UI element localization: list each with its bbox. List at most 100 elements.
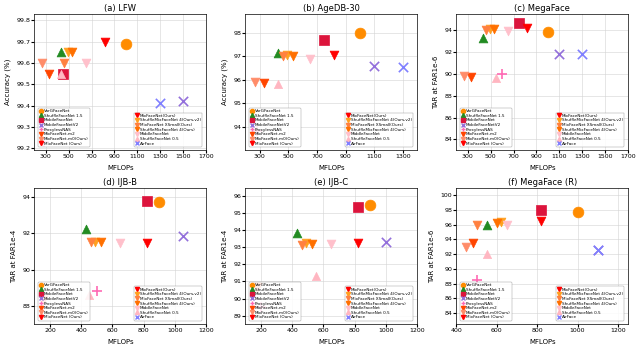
Title: (b) AgeDB-30: (b) AgeDB-30 [303, 4, 360, 13]
Point [355, 30, 365, 36]
Point [472, 277, 482, 283]
Point [492, 220, 502, 226]
Point [282, 52, 292, 58]
Point [141, 199, 152, 204]
Point [522, 25, 532, 30]
Point [593, 247, 603, 253]
X-axis label: MFLOPs: MFLOPs [107, 165, 134, 171]
Point [58, 71, 68, 76]
Point [481, 222, 492, 228]
Point [97, 239, 107, 245]
Point [287, 53, 298, 59]
Title: (d) IJB-B: (d) IJB-B [103, 178, 137, 187]
Y-axis label: TAR at FAR1e-6: TAR at FAR1e-6 [433, 55, 438, 109]
Point [381, 239, 391, 245]
Point [56, 71, 66, 76]
Point [44, 71, 54, 76]
Point [503, 28, 513, 34]
Y-axis label: Accuracy (%): Accuracy (%) [221, 59, 228, 105]
Point [155, 101, 165, 106]
Point [497, 71, 508, 77]
Point [154, 200, 164, 205]
Point [492, 75, 502, 81]
Point [577, 52, 588, 57]
Point [216, 233, 227, 239]
Y-axis label: Accuracy (%): Accuracy (%) [4, 59, 11, 105]
Point [100, 39, 111, 44]
Point [292, 230, 302, 236]
Point [259, 81, 269, 86]
Point [273, 82, 284, 87]
Title: (f) MegaFace (R): (f) MegaFace (R) [508, 178, 577, 187]
Point [90, 239, 100, 245]
Point [502, 222, 512, 228]
Point [121, 41, 131, 46]
Point [141, 240, 152, 246]
Point [81, 60, 91, 66]
Point [326, 241, 337, 247]
Point [472, 222, 482, 228]
Legend: MixFaceNet(Ours), ShuffleMixFaceNet 4(Ours,v2), MixFaceNet XSmall(Ours), Shuffle: MixFaceNet(Ours), ShuffleMixFaceNet 4(Ou… [346, 113, 413, 147]
Point [461, 244, 472, 250]
Point [67, 50, 77, 55]
Point [301, 240, 311, 246]
X-axis label: MFLOPs: MFLOPs [318, 165, 344, 171]
Legend: MixFaceNet(Ours), ShuffleMixFaceNet 4(Ours,v2), MixFaceNet XSmall(Ours), Shuffle: MixFaceNet(Ours), ShuffleMixFaceNet 4(Ou… [346, 287, 413, 321]
Y-axis label: TAR at FAR1e-4: TAR at FAR1e-4 [221, 229, 228, 283]
Point [536, 207, 547, 213]
Point [278, 53, 288, 59]
Point [369, 63, 380, 68]
Point [84, 292, 94, 298]
Point [296, 242, 307, 248]
Point [353, 240, 363, 246]
Point [397, 64, 408, 70]
Point [307, 241, 317, 247]
Point [59, 60, 69, 66]
Point [477, 36, 488, 41]
Point [428, 251, 438, 256]
Point [467, 240, 477, 246]
X-axis label: MFLOPs: MFLOPs [529, 165, 556, 171]
Point [365, 202, 375, 208]
Legend: MixFaceNet(Ours), ShuffleMixFaceNet 4(Ours,v2), MixFaceNet XSmall(Ours), Shuffle: MixFaceNet(Ours), ShuffleMixFaceNet 4(Ou… [556, 287, 624, 321]
Point [543, 30, 553, 35]
Point [56, 50, 66, 55]
Point [38, 297, 48, 302]
Point [252, 129, 262, 134]
Point [489, 27, 499, 32]
Point [250, 79, 260, 85]
Point [536, 218, 547, 224]
Point [86, 239, 96, 245]
Point [460, 73, 470, 79]
Point [305, 56, 315, 61]
Point [572, 209, 582, 215]
Y-axis label: TAR at FAR1e-6: TAR at FAR1e-6 [429, 229, 435, 283]
Point [256, 304, 266, 310]
Point [593, 247, 603, 253]
Point [466, 74, 476, 80]
Point [37, 60, 47, 66]
Point [353, 205, 363, 210]
Point [81, 226, 91, 231]
Point [495, 220, 506, 225]
Legend: MixFaceNet(Ours), ShuffleMixFaceNet 4(Ours,v2), MixFaceNet XSmall(Ours), Shuffle: MixFaceNet(Ours), ShuffleMixFaceNet 4(Ou… [134, 113, 202, 147]
Point [252, 284, 262, 289]
Point [484, 26, 495, 31]
Point [38, 139, 49, 144]
Point [481, 27, 492, 32]
Title: (c) MegaFace: (c) MegaFace [515, 4, 570, 13]
Title: (e) IJB-C: (e) IJB-C [314, 178, 348, 187]
X-axis label: MFLOPs: MFLOPs [529, 339, 556, 345]
Point [252, 285, 262, 291]
Point [481, 251, 492, 257]
Point [319, 37, 329, 43]
Point [178, 98, 188, 104]
Title: (a) LFW: (a) LFW [104, 4, 136, 13]
Point [92, 289, 102, 294]
Legend: MixFaceNet(Ours), ShuffleMixFaceNet 4(Ours,v2), MixFaceNet XSmall(Ours), Shuffle: MixFaceNet(Ours), ShuffleMixFaceNet 4(Ou… [556, 113, 624, 147]
X-axis label: MFLOPs: MFLOPs [318, 339, 344, 345]
Point [514, 21, 524, 26]
Legend: MixFaceNet(Ours), ShuffleMixFaceNet 4(Ours,v2), MixFaceNet XSmall(Ours), Shuffle: MixFaceNet(Ours), ShuffleMixFaceNet 4(Ou… [134, 287, 202, 321]
Point [310, 274, 321, 279]
Point [63, 50, 73, 55]
